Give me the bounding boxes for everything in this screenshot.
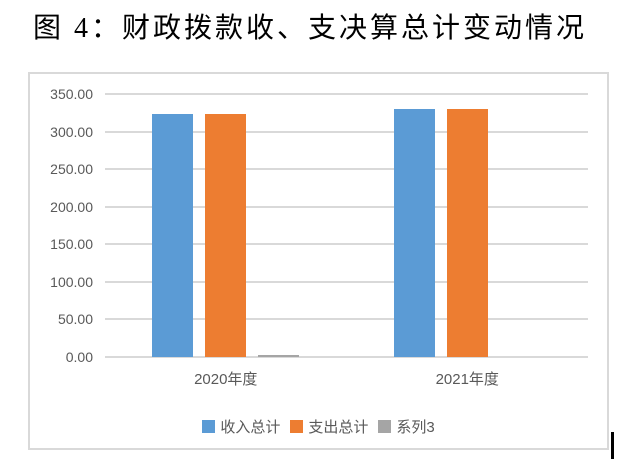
y-tick-label: 150.00 (50, 236, 93, 253)
x-axis-label: 2020年度 (194, 371, 258, 388)
gridline (105, 168, 588, 171)
y-tick-label: 300.00 (50, 123, 93, 140)
legend-item-收入总计: 收入总计 (202, 416, 280, 437)
legend-item-支出总计: 支出总计 (290, 416, 368, 437)
y-tick-label: 100.00 (50, 273, 93, 290)
y-tick-label: 50.00 (57, 311, 93, 328)
y-tick-label: 200.00 (50, 198, 93, 215)
y-tick-label: 350.00 (50, 86, 93, 102)
legend-label: 收入总计 (220, 419, 281, 436)
gridline (105, 318, 588, 321)
legend-swatch-icon (202, 420, 216, 433)
bar-系列3-2020年度 (258, 355, 300, 357)
legend-item-系列3: 系列3 (378, 416, 435, 437)
y-tick-label: 0.00 (65, 349, 93, 365)
gridline (105, 280, 588, 283)
y-tick-label: 250.00 (50, 161, 93, 178)
gridline (105, 243, 588, 246)
plot-area (105, 93, 588, 358)
legend-swatch-icon (378, 420, 392, 433)
legend: 收入总计 支出总计 系列3 (30, 416, 607, 437)
x-axis-label: 2021年度 (435, 371, 499, 388)
bar-收入总计-2020年度 (152, 114, 194, 357)
gridline (105, 356, 588, 358)
legend-label: 支出总计 (308, 419, 369, 436)
text-cursor-artifact (611, 432, 614, 459)
chart-box: 0.00 50.00 100.00 150.00 200.00 250.00 300.00 3… (28, 72, 609, 450)
bar-支出总计-2021年度 (446, 109, 488, 357)
figure-title: 图 4：财政拨款收、支决算总计变动情况 (33, 13, 588, 44)
legend-label: 系列3 (396, 419, 435, 436)
bar-收入总计-2021年度 (393, 109, 435, 357)
bar-支出总计-2020年度 (205, 114, 247, 357)
legend-swatch-icon (290, 420, 304, 433)
gridline (105, 93, 588, 95)
gridline (105, 205, 588, 208)
gridline (105, 130, 588, 133)
